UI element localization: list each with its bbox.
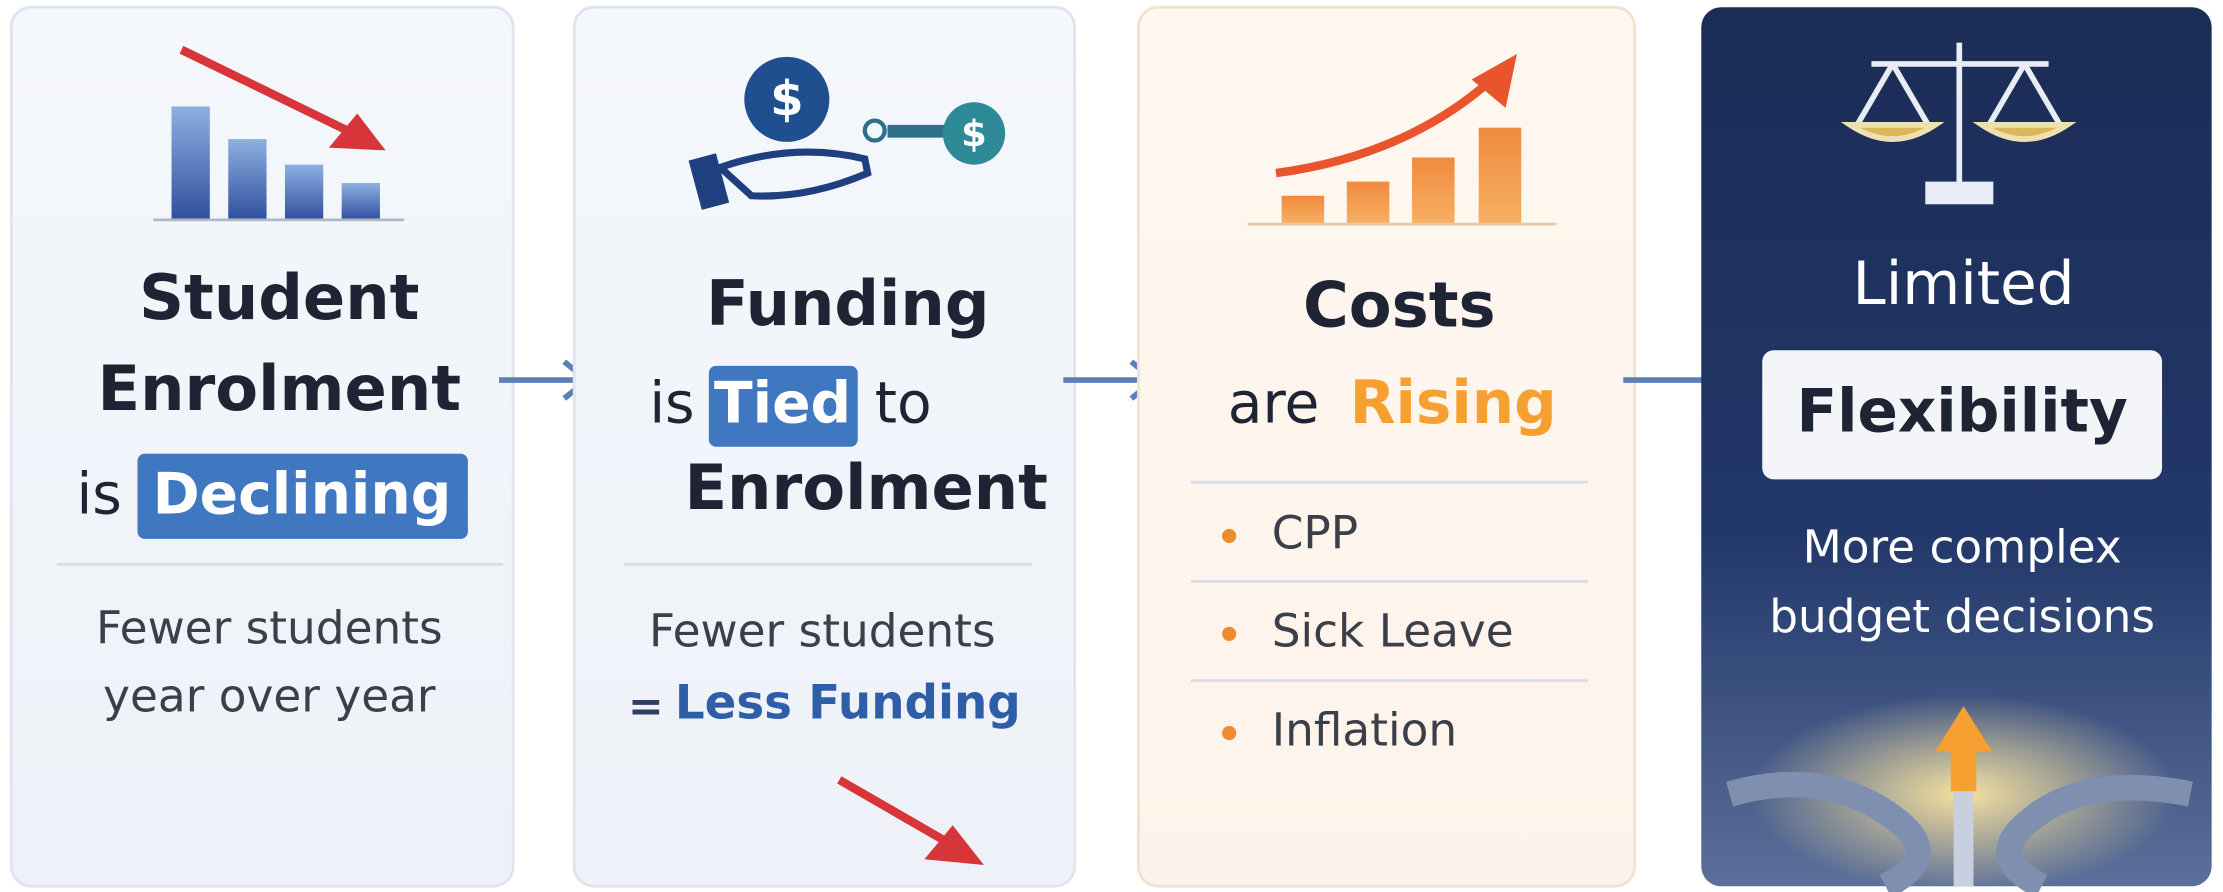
card-title: Enrolment (98, 352, 462, 425)
card-title: Student (139, 261, 419, 334)
description: budget decisions (1769, 590, 2155, 643)
description: year over year (103, 670, 436, 723)
description: More complex (1803, 521, 2122, 574)
description: Fewer students (96, 602, 443, 655)
highlight-word: Rising (1350, 369, 1557, 438)
card-title: Enrolment (684, 451, 1048, 524)
card-title: Costs (1303, 268, 1496, 341)
bullet-text: Inflation (1272, 704, 1457, 757)
lead-word: are (1228, 371, 1320, 437)
svg-text:$: $ (961, 113, 987, 156)
highlight-word: Tied (714, 371, 851, 437)
equals-sign: = (628, 682, 664, 731)
description: Fewer students (649, 604, 996, 657)
lead-word: is (77, 461, 122, 527)
highlight-word: Flexibility (1796, 378, 2127, 447)
lead-word: is (649, 371, 694, 437)
bullet-text: Sick Leave (1272, 604, 1514, 657)
trail-word: to (875, 371, 932, 437)
page: {"cards": [ {"title": ["Student", "Enrol… (0, 0, 2223, 892)
result-text: Less Funding (675, 677, 1021, 731)
card-title: Funding (706, 267, 989, 340)
bullet-text: CPP (1272, 507, 1358, 560)
bullet-dot (1222, 726, 1236, 740)
svg-text:$: $ (770, 71, 804, 127)
bullet-dot (1222, 627, 1236, 641)
bullet-dot (1222, 529, 1236, 543)
card-title: Limited (1853, 250, 2075, 319)
infographic: Student Enrolment is Declining Fewer stu… (0, 0, 2223, 892)
highlight-word: Declining (153, 461, 452, 527)
